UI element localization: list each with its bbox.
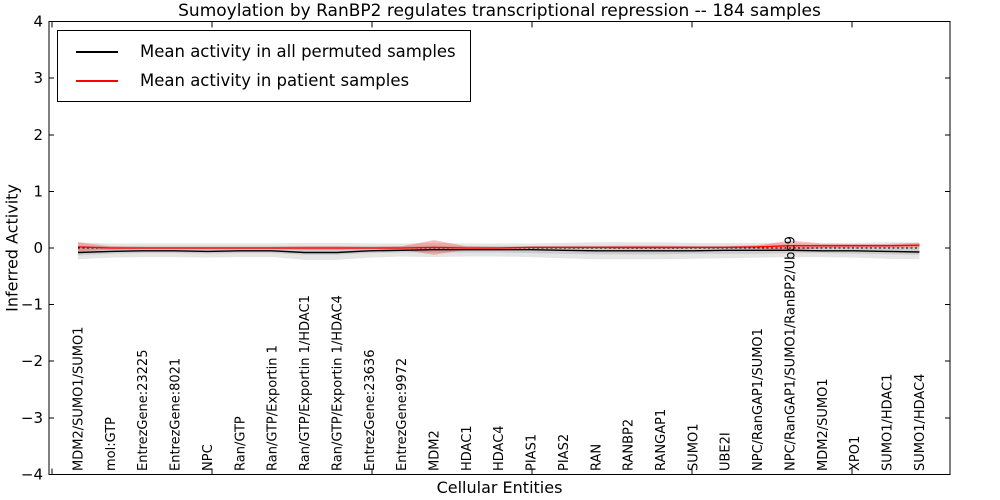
y-tick-label: −2 [21,352,43,370]
x-axis-label: Cellular Entities [436,478,563,497]
chart-title: Sumoylation by RanBP2 regulates transcri… [178,1,821,21]
x-category-label: MDM2/SUMO1 [816,378,831,471]
x-category-label: Ran/GTP [233,416,248,471]
y-tick-label: 2 [33,126,43,144]
x-category-label: Ran/GTP/Exportin 1/HDAC4 [330,295,345,471]
permuted-line-swatch [76,50,118,53]
x-category-label: NPC [201,444,216,471]
x-category-label: EntrezGene:23636 [363,350,378,471]
x-category-label: NPC/RanGAP1/SUMO1 [751,328,766,471]
x-category-label: SUMO1/HDAC1 [881,374,896,471]
x-category-label: mol:GTP [104,417,119,471]
patient-line-swatch [76,79,118,82]
legend-entry-patient: Mean activity in patient samples [68,66,456,95]
x-category-label: RANBP2 [622,419,637,471]
legend-label-permuted: Mean activity in all permuted samples [140,42,456,61]
y-tick-label: −1 [21,296,43,314]
y-tick-label: 4 [33,13,43,31]
x-category-label: MDM2 [428,430,443,471]
x-category-label: HDAC4 [492,425,507,471]
legend-box: Mean activity in all permuted samples Me… [57,30,471,102]
y-tick-label: 1 [33,182,43,200]
x-category-label: EntrezGene:23225 [136,350,151,471]
x-category-label: SUMO1 [686,424,701,472]
x-category-label: SUMO1/HDAC4 [913,374,928,471]
x-category-label: PIAS1 [525,434,540,471]
x-category-label: HDAC1 [460,425,475,471]
x-category-label: EntrezGene:9972 [395,358,410,471]
x-category-label: Ran/GTP/Exportin 1/HDAC1 [298,295,313,471]
permuted-mean-line [77,248,920,254]
x-category-label: XPO1 [848,436,863,471]
x-category-label: Ran/GTP/Exportin 1 [266,345,281,471]
x-category-label: RAN [589,444,604,471]
y-tick-label: 0 [33,239,43,257]
x-category-label: UBE2I [719,432,734,471]
x-category-label: NPC/RanGAP1/SUMO1/RanBP2/Ubc9 [784,236,799,471]
x-category-label: RANGAP1 [654,409,669,471]
x-category-label: MDM2/SUMO1/SUMO1 [72,327,87,471]
x-category-label: EntrezGene:8021 [169,358,184,471]
y-tick-label: −3 [21,409,43,427]
patient-mean-line [77,244,920,249]
legend-entry-permuted: Mean activity in all permuted samples [68,37,456,66]
y-tick-label: −4 [21,465,43,483]
x-category-label: PIAS2 [557,434,572,471]
legend-label-patient: Mean activity in patient samples [140,71,410,90]
y-tick-label: 3 [33,69,43,87]
